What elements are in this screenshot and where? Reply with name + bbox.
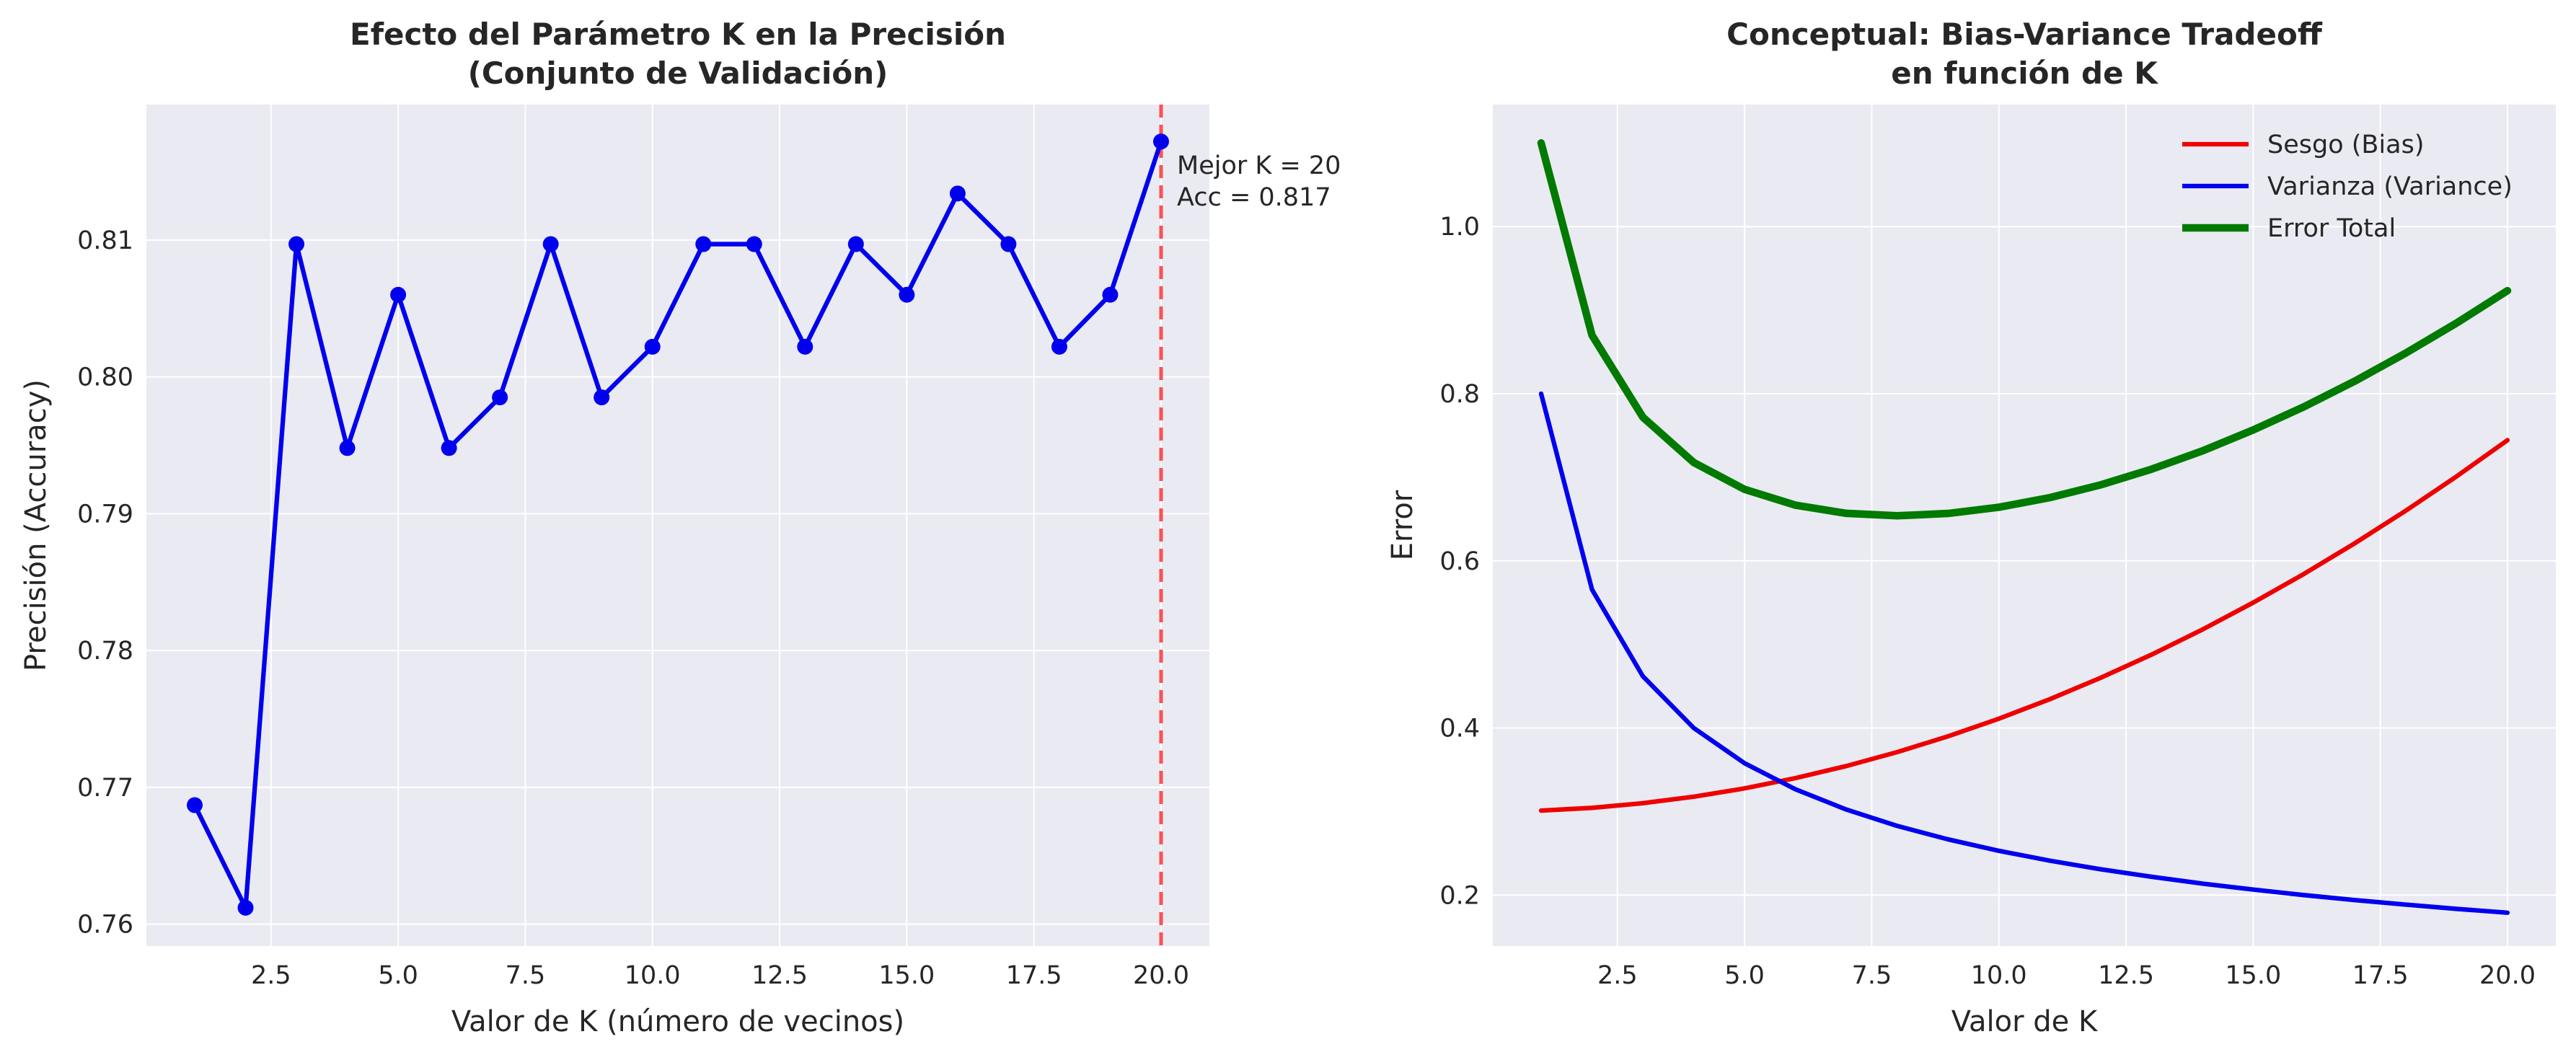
x-tick-label: 20.0 [1133, 961, 1189, 990]
data-point [899, 286, 915, 303]
x-tick-label: 10.0 [1971, 961, 2027, 990]
best-k-annotation: Mejor K = 20 [1177, 151, 1341, 180]
x-tick-label: 12.5 [751, 961, 808, 990]
data-point [695, 236, 712, 252]
y-tick-label: 0.4 [1439, 715, 1480, 743]
y-tick-label: 0.76 [77, 911, 133, 940]
x-axis-label: Valor de K (número de vecinos) [451, 1005, 904, 1038]
plot-area [146, 105, 1209, 946]
accuracy-vs-k-panel: 2.5 5.0 7.5 10.0 12.5 15.0 17.5 20.0 0.76 0.77 0.7… [19, 17, 1341, 1038]
data-point [847, 236, 864, 252]
x-axis-label: Valor de K [1951, 1005, 2099, 1038]
data-point [441, 440, 457, 456]
series-line-0 [192, 139, 1164, 911]
x-tick-label: 20.0 [2479, 961, 2536, 990]
y-tick-label: 0.78 [77, 637, 133, 666]
data-point [1102, 286, 1119, 303]
legend-label: Varianza (Variance) [2267, 172, 2513, 201]
x-tick-label: 17.5 [2352, 961, 2409, 990]
x-tick-label: 5.0 [378, 961, 418, 990]
data-point [288, 236, 305, 252]
x-tick-label: 15.0 [878, 961, 935, 990]
y-tick-label: 0.80 [77, 363, 133, 392]
data-point [1153, 133, 1169, 150]
data-point [746, 236, 762, 252]
data-point [492, 389, 508, 406]
x-tick-label: 2.5 [251, 961, 291, 990]
data-point [1000, 236, 1017, 252]
data-point [390, 286, 407, 303]
x-tick-label: 15.0 [2225, 961, 2281, 990]
x-tick-label: 2.5 [1597, 961, 1638, 990]
data-point [1051, 338, 1067, 355]
x-tick-label: 12.5 [2098, 961, 2154, 990]
chart-title: Efecto del Parámetro K en la Precisión (C… [350, 17, 1006, 91]
y-tick-label: 0.79 [77, 500, 133, 529]
chart-title: Conceptual: Bias-Variance Tradeoff en fun… [1726, 17, 2323, 91]
x-tick-label: 17.5 [1006, 961, 1062, 990]
x-tick-label: 7.5 [1852, 961, 1892, 990]
x-tick-label: 7.5 [506, 961, 546, 990]
x-tick-label: 10.0 [625, 961, 681, 990]
data-point [797, 338, 813, 355]
y-axis-label: Error [1386, 490, 1419, 560]
data-point [594, 389, 610, 406]
y-tick-label: 0.77 [77, 774, 133, 803]
legend-label: Error Total [2267, 214, 2396, 243]
data-point [644, 338, 661, 355]
best-k-annotation: Acc = 0.817 [1177, 183, 1331, 212]
series-line-0 [1538, 438, 2510, 813]
y-tick-label: 1.0 [1439, 213, 1480, 242]
y-axis-label: Precisión (Accuracy) [19, 379, 53, 671]
bias-variance-panel: 2.5 5.0 7.5 10.0 12.5 15.0 17.5 20.0 0.2 0.4 0.6 0.… [1386, 17, 2556, 1038]
y-tick-label: 0.8 [1439, 380, 1480, 409]
data-point [542, 236, 559, 252]
data-point [187, 797, 203, 813]
x-tick-label: 5.0 [1724, 961, 1765, 990]
data-point [339, 440, 356, 456]
plot-area [1493, 105, 2556, 946]
y-tick-label: 0.6 [1439, 547, 1480, 576]
data-point [237, 899, 254, 916]
data-point [949, 185, 966, 202]
y-tick-label: 0.2 [1439, 881, 1480, 910]
y-tick-label: 0.81 [77, 226, 133, 255]
legend-label: Sesgo (Bias) [2267, 131, 2424, 159]
series-line-2 [1537, 139, 2512, 520]
series-line-1 [1538, 391, 2510, 915]
